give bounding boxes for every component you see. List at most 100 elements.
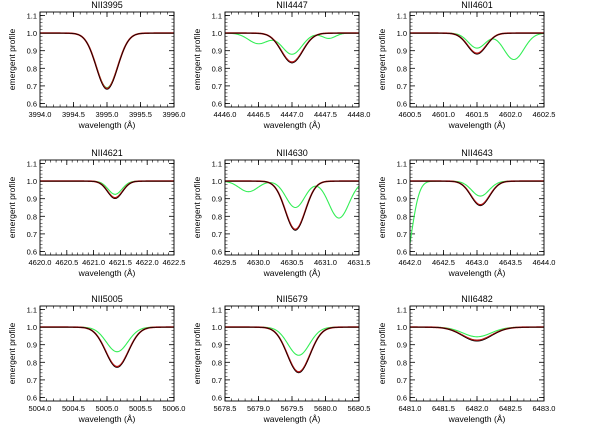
y-tick-label: 0.7 [397,376,407,385]
y-tick-label: 1.1 [397,306,407,315]
chart-panel-2: NII4447 4446.0 4446.5 4447.0 4447.5 4448.0 0.6… [192,0,370,130]
y-tick-label: 1.1 [397,160,407,169]
y-tick-label: 0.8 [212,358,222,367]
x-axis-label: wavelength (Å) [448,414,506,424]
panel-title: NII4630 [276,148,308,158]
y-tick-label: 0.8 [212,212,222,221]
y-axis-label: emergent profile [377,323,387,385]
y-tick-label: 0.8 [27,64,37,73]
x-tick-label: 4630.0 [247,258,270,267]
series-line-black [40,32,174,90]
x-tick-label: 4642.0 [399,258,422,267]
x-axis-label: wavelength (Å) [448,268,506,278]
series-line-green [225,32,359,55]
x-tick-label: 4446.0 [214,110,237,119]
chart-panel-6: NII4643 4642.0 4642.5 4643.0 4643.5 4644.0 0.6… [377,148,555,278]
y-tick-label: 0.8 [212,64,222,73]
x-tick-label: 4447.5 [314,110,337,119]
y-tick-label: 0.6 [397,393,407,402]
y-tick-label: 1.0 [212,177,222,186]
x-tick-label: 5004.5 [62,404,85,413]
series-line-red [40,32,174,90]
chart-panel-5: NII4630 4629.5 4630.0 4630.5 4631.0 4631.5 0.6… [192,148,370,278]
y-tick-label: 1.1 [27,12,37,21]
series-line-black [40,180,174,200]
x-tick-label: 4620.0 [29,258,52,267]
y-tick-label: 0.9 [397,341,407,350]
x-tick-label: 4446.5 [247,110,270,119]
x-tick-label: 4629.5 [214,258,237,267]
x-tick-label: 5005.5 [129,404,152,413]
y-tick-label: 1.0 [212,29,222,38]
x-tick-label: 4631.5 [348,258,371,267]
x-tick-label: 4643.0 [466,258,489,267]
axes-frame [224,11,360,108]
panel-title: NII4601 [461,0,493,10]
x-tick-label: 4621.5 [109,258,132,267]
y-tick-label: 0.7 [27,230,37,239]
chart-panel-9: NII6482 6481.0 6481.5 6482.0 6482.5 6483.0 0.6… [377,294,555,424]
y-axis-label: emergent profile [7,323,17,385]
series-line-green [410,32,544,61]
y-tick-label: 1.1 [212,160,222,169]
series-line-green [225,181,359,219]
axes-frame [224,159,360,256]
y-axis-label: emergent profile [377,29,387,91]
y-tick-label: 1.0 [27,29,37,38]
axes-frame [39,159,175,256]
y-tick-label: 0.9 [212,341,222,350]
y-tick-label: 0.9 [27,47,37,56]
x-tick-label: 4642.5 [432,258,455,267]
y-axis-label: emergent profile [192,29,202,91]
panel-title: NII4643 [461,148,493,158]
series-line-black [225,180,359,231]
y-tick-label: 1.1 [212,12,222,21]
y-tick-label: 0.7 [397,82,407,91]
panel-title: NII4447 [276,0,308,10]
x-tick-label: 4447.0 [281,110,304,119]
x-tick-label: 6482.5 [499,404,522,413]
x-axis-label: wavelength (Å) [78,120,136,130]
x-tick-label: 4601.0 [432,110,455,119]
axes-frame [224,305,360,402]
y-tick-label: 0.6 [212,393,222,402]
x-tick-label: 5006.0 [163,404,186,413]
series-line-red [410,326,544,342]
panel-title: NII3995 [91,0,123,10]
y-tick-label: 1.0 [27,177,37,186]
x-tick-label: 3995.0 [96,110,119,119]
y-tick-label: 0.8 [397,64,407,73]
y-tick-label: 1.0 [397,29,407,38]
chart-panel-3: NII4601 4600.5 4601.0 4601.5 4602.0 4602.5 0.6… [377,0,555,130]
x-tick-label: 3994.0 [29,110,52,119]
y-tick-label: 0.9 [212,47,222,56]
x-tick-label: 4602.0 [499,110,522,119]
x-tick-label: 3995.5 [129,110,152,119]
y-tick-label: 0.8 [397,358,407,367]
series-line-black [410,32,544,55]
x-tick-label: 4620.5 [55,258,78,267]
x-tick-label: 6483.0 [533,404,556,413]
x-tick-label: 6481.5 [432,404,455,413]
x-tick-label: 5679.0 [247,404,270,413]
y-tick-label: 1.0 [27,323,37,332]
panel-title: NII5679 [276,294,308,304]
series-line-red [410,180,544,206]
y-tick-label: 1.1 [27,306,37,315]
x-tick-label: 4643.5 [499,258,522,267]
y-tick-label: 1.1 [397,12,407,21]
panel-title: NII6482 [461,294,493,304]
axes-frame [409,11,545,108]
series-line-green [40,326,174,353]
axes-frame [39,305,175,402]
series-line-green [40,180,174,195]
y-tick-label: 1.0 [397,177,407,186]
y-tick-label: 1.1 [27,160,37,169]
series-line-red [410,32,544,55]
x-tick-label: 4621.0 [82,258,105,267]
x-tick-label: 4602.5 [533,110,556,119]
series-line-black [225,32,359,64]
series-line-black [40,326,174,368]
x-tick-label: 4622.5 [163,258,186,267]
